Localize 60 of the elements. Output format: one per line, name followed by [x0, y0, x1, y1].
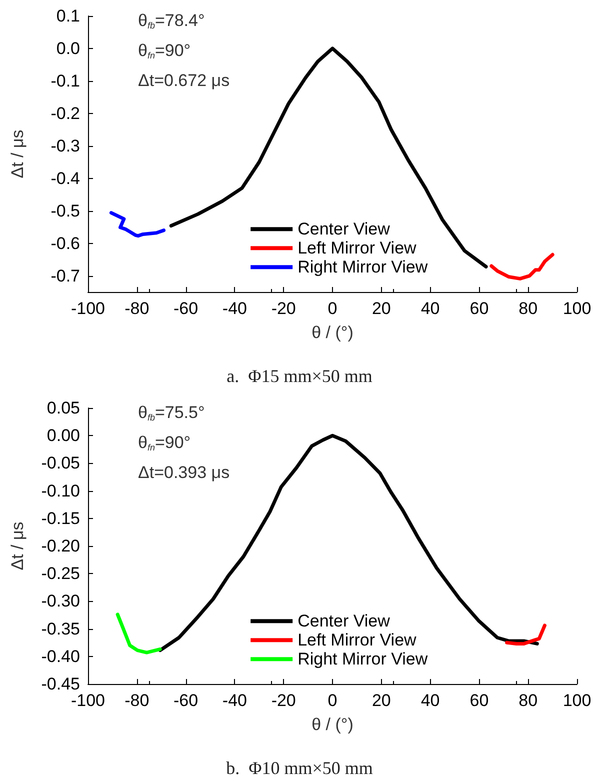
line-series [505, 624, 546, 646]
y-tick-label: -0.1 [50, 71, 80, 90]
y-tick-label: -0.30 [41, 592, 80, 611]
y-axis-title: Δt / μs [8, 130, 27, 178]
x-tick-label: -20 [271, 691, 296, 710]
y-tick-label: -0.45 [41, 674, 80, 694]
x-tick-label: -80 [124, 691, 150, 710]
x-tick-label: 100 [562, 299, 592, 318]
x-tick-label: -100 [70, 691, 106, 710]
legend-label: Left Mirror View [298, 238, 418, 258]
x-tick-label: -60 [174, 691, 198, 710]
text: a. Φ15 mm×50 mm [226, 366, 372, 386]
x-tick-label: 0 [328, 691, 338, 710]
legend-label: Center View [298, 612, 391, 631]
y-tick-label: 0.1 [56, 6, 80, 26]
y-tick-label: 0.0 [56, 38, 80, 58]
y-tick-label: 0.05 [46, 398, 80, 418]
line-series [116, 612, 162, 654]
legend-label: Left Mirror View [298, 630, 418, 650]
x-axis-title: θ / (°) [312, 715, 354, 734]
y-tick-label: -0.7 [50, 266, 80, 286]
x-tick-label: -100 [70, 299, 106, 318]
x-tick-label: 60 [470, 691, 489, 710]
annotation: Δt=0.393 μs [138, 463, 230, 482]
y-tick-label: -0.25 [41, 564, 80, 584]
x-tick-label: 40 [420, 691, 440, 710]
text: b. Φ10 mm×50 mm [226, 758, 373, 778]
legend-label: Center View [298, 220, 391, 239]
line-series [490, 252, 554, 280]
y-tick-label: -0.05 [41, 454, 80, 473]
x-tick-label: 80 [518, 691, 538, 710]
y-tick-label: -0.35 [41, 619, 80, 638]
x-tick-label: -40 [222, 299, 247, 318]
y-tick-label: -0.40 [41, 646, 80, 666]
y-tick-label: -0.15 [41, 508, 80, 528]
x-tick-label: 20 [372, 299, 391, 318]
y-tick-label: -0.5 [50, 201, 80, 220]
y-tick-label: -0.20 [41, 536, 80, 556]
x-tick-label: 20 [372, 691, 391, 710]
x-tick-label: 0 [328, 299, 338, 318]
legend-label: Right Mirror View [298, 650, 428, 669]
x-tick-label: 60 [470, 299, 489, 318]
x-tick-label: -60 [174, 299, 198, 318]
x-axis-title: θ / (°) [312, 323, 354, 342]
x-tick-label: 100 [562, 691, 592, 710]
legend-label: Right Mirror View [298, 258, 428, 277]
annotation: Δt=0.672 μs [138, 71, 230, 90]
y-tick-label: -0.10 [41, 481, 80, 500]
y-tick-label: -0.4 [50, 168, 80, 188]
y-tick-label: -0.3 [50, 136, 80, 156]
y-tick-label: 0.00 [46, 426, 80, 446]
y-axis-title: Δt / μs [8, 522, 27, 570]
x-tick-label: 80 [518, 299, 538, 318]
x-tick-label: -40 [222, 691, 247, 710]
y-tick-label: -0.6 [50, 234, 80, 253]
x-tick-label: -20 [271, 299, 296, 318]
x-tick-label: 40 [420, 299, 440, 318]
x-tick-label: -80 [124, 299, 150, 318]
line-series [109, 211, 166, 238]
y-tick-label: -0.2 [50, 104, 80, 123]
